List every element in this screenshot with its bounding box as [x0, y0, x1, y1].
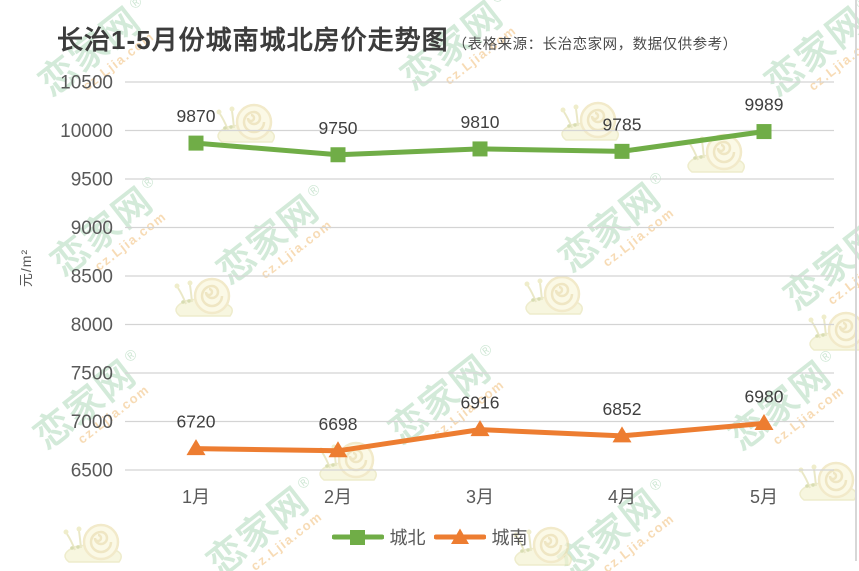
data-label: 9750	[319, 118, 358, 138]
y-tick-label: 6500	[71, 461, 113, 482]
legend-square-marker	[349, 530, 365, 545]
y-tick-label: 8500	[71, 267, 113, 288]
square-marker	[188, 135, 204, 151]
page-subtitle: （表格来源：长治恋家网，数据仅供参考）	[452, 37, 738, 53]
legend-swatch	[433, 528, 486, 544]
x-axis-label: 2月	[324, 487, 352, 507]
y-tick-labels: 6500 7000 7500 8000 8500 9000 9500 10000 10500	[60, 73, 113, 482]
data-label: 6698	[319, 414, 358, 434]
triangle-marker	[612, 426, 632, 443]
page-right-border	[855, 0, 857, 561]
data-label: 6916	[461, 393, 500, 413]
y-tick-label: 10500	[60, 73, 113, 94]
series-城北: 9870 9750 9810 9785 9989	[177, 95, 784, 163]
legend-swatch	[331, 530, 384, 545]
x-axis-label: 3月	[466, 487, 494, 507]
legend-item-城北: 城北	[331, 524, 426, 550]
y-tick-label: 7000	[71, 412, 113, 433]
y-tick-label: 9500	[71, 170, 113, 191]
data-label: 6852	[603, 399, 642, 419]
data-label: 9810	[461, 112, 500, 132]
x-axis-label: 1月	[182, 487, 210, 507]
square-marker	[614, 143, 630, 159]
triangle-marker	[186, 439, 206, 456]
series-城南: 6720 6698 6916 6852 6980	[177, 386, 784, 458]
data-label: 9870	[177, 106, 216, 126]
chart-header: 长治1-5月份城南城北房价走势图 （表格来源：长治恋家网，数据仅供参考）	[57, 20, 738, 57]
data-label: 6720	[177, 412, 216, 432]
x-axis-labels: 1月 2月 3月 4月 5月	[182, 487, 778, 507]
data-label: 9989	[745, 95, 784, 115]
legend-item-城南: 城南	[433, 524, 528, 550]
legend-label: 城南	[491, 528, 528, 548]
square-marker	[472, 141, 488, 157]
page-title: 长治1-5月份城南城北房价走势图	[57, 25, 449, 55]
data-label: 6980	[745, 386, 784, 406]
x-axis-label: 5月	[750, 487, 778, 507]
x-axis-label: 4月	[608, 487, 636, 507]
legend-label: 城北	[389, 528, 426, 548]
chart-legend: 城北 城南	[0, 524, 859, 550]
y-tick-label: 7500	[71, 364, 113, 385]
data-label: 9785	[603, 114, 642, 134]
y-tick-label: 8000	[71, 315, 113, 336]
triangle-marker	[754, 413, 774, 430]
square-marker	[756, 124, 772, 140]
square-marker	[330, 147, 346, 163]
legend-triangle-marker	[450, 528, 469, 544]
y-tick-label: 10000	[60, 121, 113, 142]
triangle-marker	[470, 420, 490, 437]
y-tick-label: 9000	[71, 218, 113, 239]
